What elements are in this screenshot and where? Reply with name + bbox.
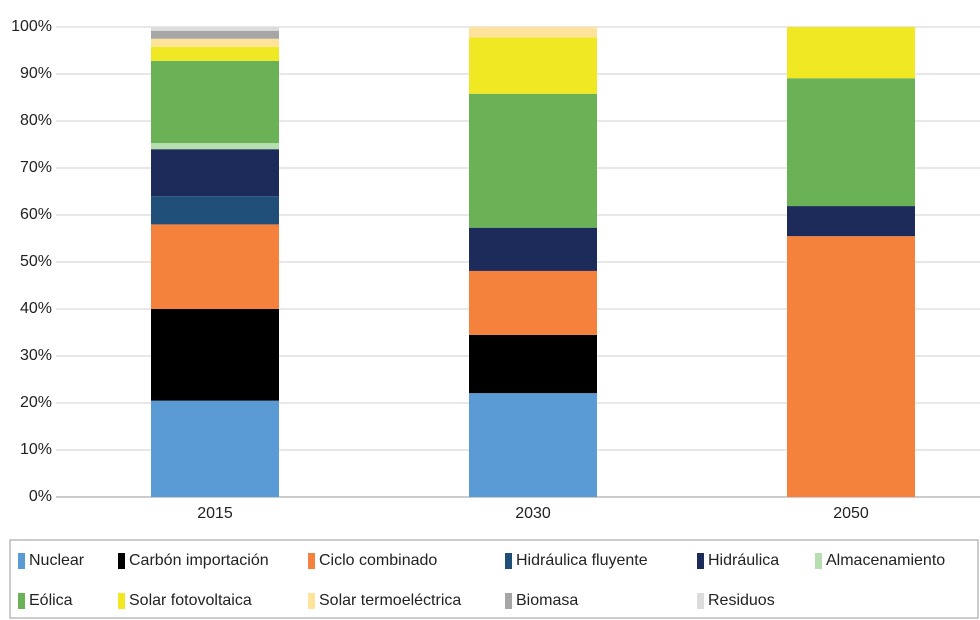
legend-label: Almacenamiento bbox=[826, 552, 945, 569]
bar-segment bbox=[151, 196, 279, 225]
legend-swatch bbox=[308, 553, 315, 569]
bar-segment bbox=[469, 227, 597, 271]
x-tick-label: 2030 bbox=[515, 505, 551, 522]
y-tick-label: 60% bbox=[20, 206, 52, 223]
legend-swatch bbox=[308, 593, 315, 609]
legend-label: Ciclo combinado bbox=[319, 552, 437, 569]
bar-segment bbox=[469, 393, 597, 497]
legend-label: Hidráulica fluyente bbox=[516, 552, 648, 569]
y-tick-label: 20% bbox=[20, 394, 52, 411]
y-tick-label: 10% bbox=[20, 441, 52, 458]
bar-segment bbox=[151, 309, 279, 401]
bar-segment bbox=[151, 224, 279, 309]
legend-swatch bbox=[697, 593, 704, 609]
legend-label: Eólica bbox=[29, 592, 73, 609]
y-tick-label: 80% bbox=[20, 112, 52, 129]
bar-segment bbox=[151, 30, 279, 39]
legend-swatch bbox=[697, 553, 704, 569]
bar-segment bbox=[469, 37, 597, 94]
legend-label: Hidráulica bbox=[708, 552, 779, 569]
x-tick-label: 2050 bbox=[833, 505, 869, 522]
bar-segment bbox=[151, 400, 279, 497]
bar-segment bbox=[469, 270, 597, 335]
bar-segment bbox=[151, 149, 279, 197]
x-tick-label: 2015 bbox=[197, 505, 233, 522]
bar-segment bbox=[787, 27, 915, 79]
legend-swatch bbox=[18, 593, 25, 609]
legend-label: Solar termoeléctrica bbox=[319, 592, 461, 609]
bar-segment bbox=[787, 206, 915, 237]
bar-segment bbox=[151, 27, 279, 31]
legend-label: Residuos bbox=[708, 592, 775, 609]
y-tick-label: 50% bbox=[20, 253, 52, 270]
bar-segment bbox=[151, 38, 279, 47]
bar-segment bbox=[787, 236, 915, 497]
legend-label: Biomasa bbox=[516, 592, 578, 609]
y-tick-label: 70% bbox=[20, 159, 52, 176]
legend-label: Solar fotovoltaica bbox=[129, 592, 252, 609]
legend-box bbox=[9, 539, 979, 619]
bar-segment bbox=[469, 93, 597, 228]
bar-segment bbox=[787, 78, 915, 207]
bar-segment bbox=[469, 27, 597, 38]
bar-segment bbox=[151, 46, 279, 61]
legend-swatch bbox=[118, 553, 125, 569]
legend-label: Carbón importación bbox=[129, 552, 269, 569]
legend-swatch bbox=[815, 553, 822, 569]
legend-swatch bbox=[505, 553, 512, 569]
legend-swatch bbox=[505, 593, 512, 609]
y-tick-label: 40% bbox=[20, 300, 52, 317]
bar-segment bbox=[469, 334, 597, 394]
y-tick-label: 100% bbox=[11, 18, 52, 35]
legend-label: Nuclear bbox=[29, 552, 85, 569]
legend-swatch bbox=[118, 593, 125, 609]
bar-segment bbox=[151, 143, 279, 150]
y-tick-label: 30% bbox=[20, 347, 52, 364]
y-tick-label: 0% bbox=[29, 488, 52, 505]
y-tick-label: 90% bbox=[20, 65, 52, 82]
bar-segment bbox=[151, 60, 279, 144]
legend-swatch bbox=[18, 553, 25, 569]
